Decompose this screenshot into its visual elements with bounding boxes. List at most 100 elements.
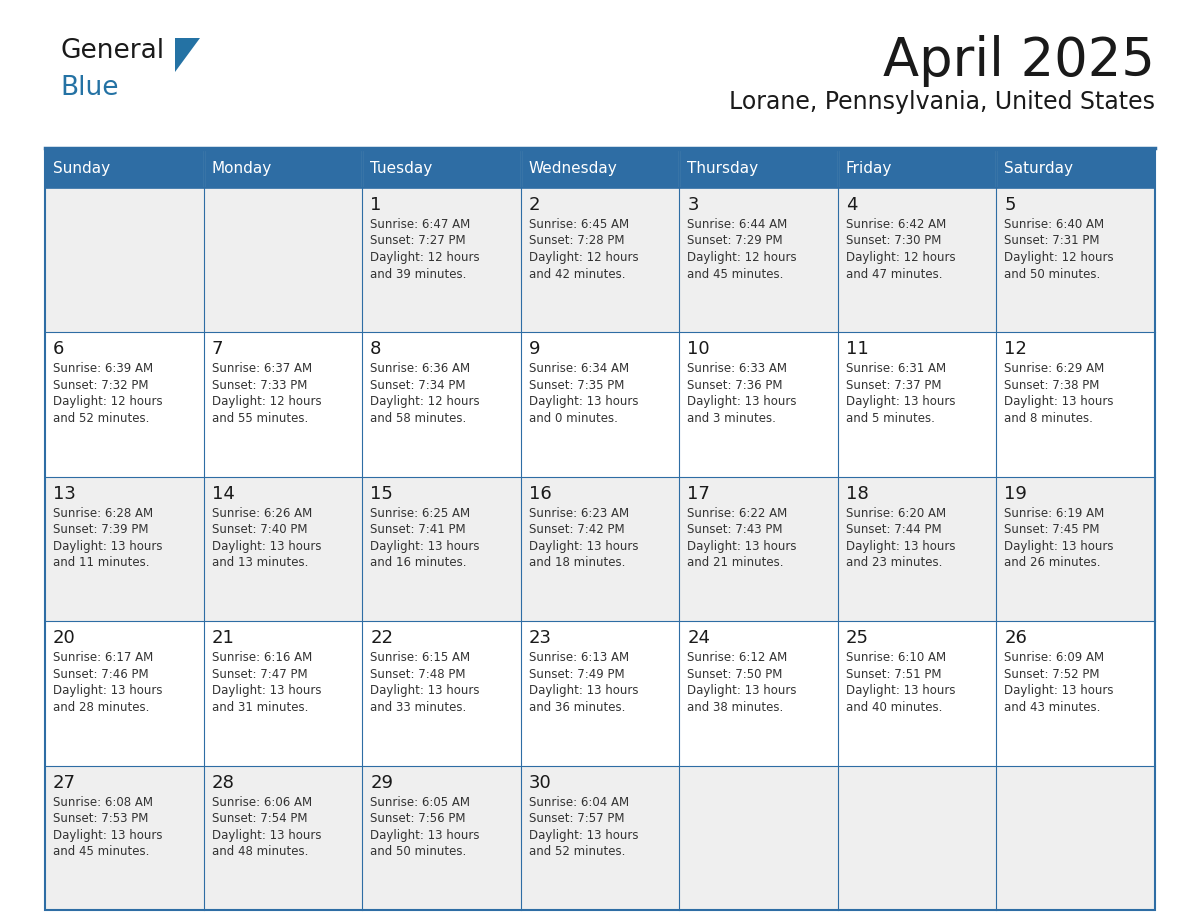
Bar bbox=[45, 188, 203, 332]
Text: Sunrise: 6:04 AM: Sunrise: 6:04 AM bbox=[529, 796, 628, 809]
Bar bbox=[838, 150, 997, 188]
Text: Daylight: 13 hours: Daylight: 13 hours bbox=[846, 684, 955, 697]
Text: Sunset: 7:28 PM: Sunset: 7:28 PM bbox=[529, 234, 624, 248]
Text: Daylight: 13 hours: Daylight: 13 hours bbox=[53, 540, 163, 553]
Text: Sunset: 7:34 PM: Sunset: 7:34 PM bbox=[371, 379, 466, 392]
Bar bbox=[362, 332, 520, 476]
Text: 7: 7 bbox=[211, 341, 223, 358]
Text: Daylight: 12 hours: Daylight: 12 hours bbox=[371, 251, 480, 264]
Text: Sunrise: 6:40 AM: Sunrise: 6:40 AM bbox=[1004, 218, 1105, 231]
Text: Sunset: 7:36 PM: Sunset: 7:36 PM bbox=[688, 379, 783, 392]
Text: and 8 minutes.: and 8 minutes. bbox=[1004, 412, 1093, 425]
Text: Daylight: 12 hours: Daylight: 12 hours bbox=[211, 396, 321, 409]
Text: 19: 19 bbox=[1004, 485, 1028, 503]
Text: 21: 21 bbox=[211, 629, 234, 647]
Text: Sunrise: 6:17 AM: Sunrise: 6:17 AM bbox=[53, 651, 153, 665]
Text: Sunset: 7:53 PM: Sunset: 7:53 PM bbox=[53, 812, 148, 825]
Text: Friday: Friday bbox=[846, 162, 892, 176]
Text: Sunrise: 6:05 AM: Sunrise: 6:05 AM bbox=[371, 796, 470, 809]
Text: and 55 minutes.: and 55 minutes. bbox=[211, 412, 308, 425]
Text: Sunset: 7:54 PM: Sunset: 7:54 PM bbox=[211, 812, 307, 825]
Text: Sunrise: 6:20 AM: Sunrise: 6:20 AM bbox=[846, 507, 946, 520]
Text: Daylight: 12 hours: Daylight: 12 hours bbox=[688, 251, 797, 264]
Bar bbox=[45, 766, 203, 910]
Bar bbox=[680, 150, 838, 188]
Text: Daylight: 13 hours: Daylight: 13 hours bbox=[529, 684, 638, 697]
Text: Sunrise: 6:12 AM: Sunrise: 6:12 AM bbox=[688, 651, 788, 665]
Text: Sunset: 7:57 PM: Sunset: 7:57 PM bbox=[529, 812, 624, 825]
Text: Sunrise: 6:39 AM: Sunrise: 6:39 AM bbox=[53, 363, 153, 375]
Text: 11: 11 bbox=[846, 341, 868, 358]
Text: and 40 minutes.: and 40 minutes. bbox=[846, 700, 942, 713]
Bar bbox=[520, 476, 680, 621]
Text: and 39 minutes.: and 39 minutes. bbox=[371, 267, 467, 281]
Text: 27: 27 bbox=[53, 774, 76, 791]
Bar bbox=[45, 621, 203, 766]
Text: Sunrise: 6:34 AM: Sunrise: 6:34 AM bbox=[529, 363, 628, 375]
Text: and 28 minutes.: and 28 minutes. bbox=[53, 700, 150, 713]
Text: Sunrise: 6:15 AM: Sunrise: 6:15 AM bbox=[371, 651, 470, 665]
Text: and 18 minutes.: and 18 minutes. bbox=[529, 556, 625, 569]
Text: Sunset: 7:52 PM: Sunset: 7:52 PM bbox=[1004, 667, 1100, 681]
Text: Blue: Blue bbox=[61, 75, 119, 101]
Text: 24: 24 bbox=[688, 629, 710, 647]
Text: 8: 8 bbox=[371, 341, 381, 358]
Text: and 23 minutes.: and 23 minutes. bbox=[846, 556, 942, 569]
Bar bbox=[520, 332, 680, 476]
Text: and 33 minutes.: and 33 minutes. bbox=[371, 700, 467, 713]
Text: Sunrise: 6:10 AM: Sunrise: 6:10 AM bbox=[846, 651, 946, 665]
Text: Daylight: 12 hours: Daylight: 12 hours bbox=[529, 251, 638, 264]
Text: and 38 minutes.: and 38 minutes. bbox=[688, 700, 784, 713]
Text: Daylight: 13 hours: Daylight: 13 hours bbox=[371, 684, 480, 697]
Text: Daylight: 13 hours: Daylight: 13 hours bbox=[211, 540, 321, 553]
Text: Thursday: Thursday bbox=[688, 162, 758, 176]
Bar bbox=[838, 766, 997, 910]
Text: Daylight: 13 hours: Daylight: 13 hours bbox=[688, 396, 797, 409]
Text: and 47 minutes.: and 47 minutes. bbox=[846, 267, 942, 281]
Text: and 0 minutes.: and 0 minutes. bbox=[529, 412, 618, 425]
Text: Daylight: 13 hours: Daylight: 13 hours bbox=[1004, 684, 1114, 697]
Bar bbox=[680, 766, 838, 910]
Text: 29: 29 bbox=[371, 774, 393, 791]
Text: and 36 minutes.: and 36 minutes. bbox=[529, 700, 625, 713]
Text: Lorane, Pennsylvania, United States: Lorane, Pennsylvania, United States bbox=[729, 90, 1155, 114]
Text: Sunrise: 6:23 AM: Sunrise: 6:23 AM bbox=[529, 507, 628, 520]
Bar bbox=[203, 332, 362, 476]
Text: and 3 minutes.: and 3 minutes. bbox=[688, 412, 776, 425]
Text: Sunset: 7:56 PM: Sunset: 7:56 PM bbox=[371, 812, 466, 825]
Text: Sunrise: 6:08 AM: Sunrise: 6:08 AM bbox=[53, 796, 153, 809]
Text: Sunset: 7:37 PM: Sunset: 7:37 PM bbox=[846, 379, 941, 392]
Polygon shape bbox=[175, 38, 200, 72]
Text: and 21 minutes.: and 21 minutes. bbox=[688, 556, 784, 569]
Bar bbox=[680, 188, 838, 332]
Text: Sunrise: 6:42 AM: Sunrise: 6:42 AM bbox=[846, 218, 946, 231]
Text: and 31 minutes.: and 31 minutes. bbox=[211, 700, 308, 713]
Bar bbox=[838, 476, 997, 621]
Text: Daylight: 13 hours: Daylight: 13 hours bbox=[1004, 396, 1114, 409]
Text: and 16 minutes.: and 16 minutes. bbox=[371, 556, 467, 569]
Text: Daylight: 13 hours: Daylight: 13 hours bbox=[688, 684, 797, 697]
Text: Sunset: 7:51 PM: Sunset: 7:51 PM bbox=[846, 667, 941, 681]
Text: Daylight: 13 hours: Daylight: 13 hours bbox=[529, 540, 638, 553]
Text: 18: 18 bbox=[846, 485, 868, 503]
Text: Sunset: 7:40 PM: Sunset: 7:40 PM bbox=[211, 523, 307, 536]
Text: Sunset: 7:27 PM: Sunset: 7:27 PM bbox=[371, 234, 466, 248]
Text: Sunset: 7:32 PM: Sunset: 7:32 PM bbox=[53, 379, 148, 392]
Text: Sunrise: 6:45 AM: Sunrise: 6:45 AM bbox=[529, 218, 628, 231]
Text: Tuesday: Tuesday bbox=[371, 162, 432, 176]
Text: Daylight: 13 hours: Daylight: 13 hours bbox=[688, 540, 797, 553]
Bar bbox=[838, 332, 997, 476]
Text: Sunset: 7:31 PM: Sunset: 7:31 PM bbox=[1004, 234, 1100, 248]
Bar bbox=[997, 332, 1155, 476]
Text: and 43 minutes.: and 43 minutes. bbox=[1004, 700, 1101, 713]
Text: Sunset: 7:49 PM: Sunset: 7:49 PM bbox=[529, 667, 625, 681]
Text: Sunset: 7:45 PM: Sunset: 7:45 PM bbox=[1004, 523, 1100, 536]
Text: Daylight: 13 hours: Daylight: 13 hours bbox=[371, 540, 480, 553]
Text: Sunrise: 6:19 AM: Sunrise: 6:19 AM bbox=[1004, 507, 1105, 520]
Bar bbox=[203, 621, 362, 766]
Text: Daylight: 12 hours: Daylight: 12 hours bbox=[1004, 251, 1114, 264]
Text: Daylight: 12 hours: Daylight: 12 hours bbox=[371, 396, 480, 409]
Bar bbox=[997, 766, 1155, 910]
Text: General: General bbox=[61, 38, 164, 64]
Bar bbox=[362, 188, 520, 332]
